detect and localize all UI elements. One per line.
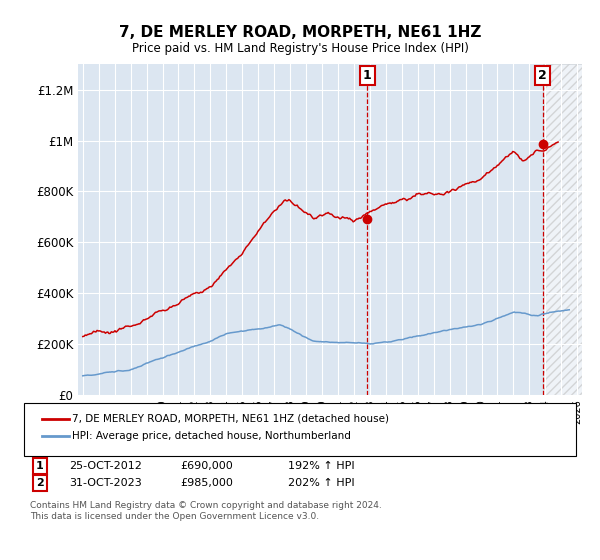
Text: 2: 2: [538, 69, 547, 82]
Text: 7, DE MERLEY ROAD, MORPETH, NE61 1HZ: 7, DE MERLEY ROAD, MORPETH, NE61 1HZ: [119, 25, 481, 40]
Bar: [542, 64, 582, 395]
Text: Price paid vs. HM Land Registry's House Price Index (HPI): Price paid vs. HM Land Registry's House …: [131, 42, 469, 55]
Text: 1: 1: [36, 461, 44, 471]
Text: £690,000: £690,000: [180, 461, 233, 471]
Text: Contains HM Land Registry data © Crown copyright and database right 2024.
This d: Contains HM Land Registry data © Crown c…: [30, 501, 382, 521]
Text: £985,000: £985,000: [180, 478, 233, 488]
Text: 25-OCT-2012: 25-OCT-2012: [69, 461, 142, 471]
Text: 2: 2: [36, 478, 44, 488]
Text: HPI: Average price, detached house, Northumberland: HPI: Average price, detached house, Nort…: [72, 431, 351, 441]
Text: 192% ↑ HPI: 192% ↑ HPI: [288, 461, 355, 471]
Text: 202% ↑ HPI: 202% ↑ HPI: [288, 478, 355, 488]
Text: 31-OCT-2023: 31-OCT-2023: [69, 478, 142, 488]
Text: 7, DE MERLEY ROAD, MORPETH, NE61 1HZ (detached house): 7, DE MERLEY ROAD, MORPETH, NE61 1HZ (de…: [72, 414, 389, 424]
Text: 1: 1: [362, 69, 371, 82]
